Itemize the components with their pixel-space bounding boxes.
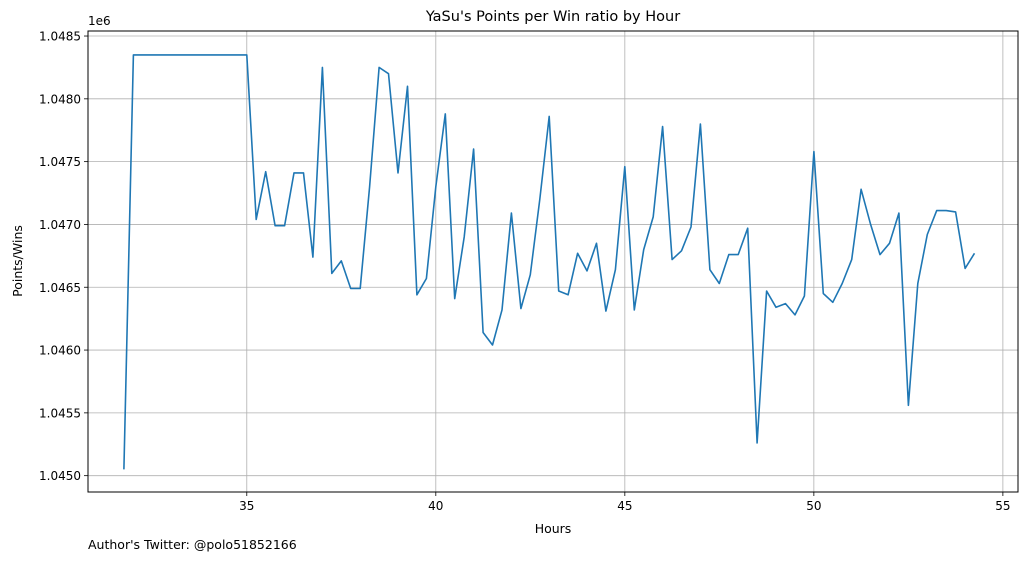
y-tick-label: 1.0475 (39, 155, 81, 169)
y-axis-label: Points/Wins (10, 225, 25, 297)
chart-title: YaSu's Points per Win ratio by Hour (425, 9, 680, 25)
y-tick-label: 1.0485 (39, 30, 81, 44)
y-tick-label: 1.0460 (39, 344, 81, 358)
x-axis-ticks: 35 40 45 50 55 (239, 492, 1011, 513)
y-tick-label: 1.0470 (39, 218, 81, 232)
series-line (123, 54, 976, 470)
x-axis-label: Hours (535, 521, 572, 536)
x-tick-label: 55 (995, 499, 1010, 513)
y-axis-ticks: 1.0450 1.0455 1.0460 1.0465 1.0470 1.0475 1.04… (39, 30, 88, 483)
y-tick-label: 1.0465 (39, 281, 81, 295)
y-tick-label: 1.0450 (39, 469, 81, 483)
plot-frame (87, 30, 1019, 493)
x-tick-label: 40 (428, 499, 443, 513)
x-tick-label: 45 (617, 499, 632, 513)
x-tick-label: 35 (239, 499, 254, 513)
author-credit: Author's Twitter: @polo51852166 (88, 537, 297, 552)
y-tick-label: 1.0455 (39, 406, 81, 420)
y-offset-label: 1e6 (88, 14, 111, 28)
grid (88, 31, 1018, 492)
x-tick-label: 50 (806, 499, 821, 513)
y-tick-label: 1.0480 (39, 92, 81, 106)
